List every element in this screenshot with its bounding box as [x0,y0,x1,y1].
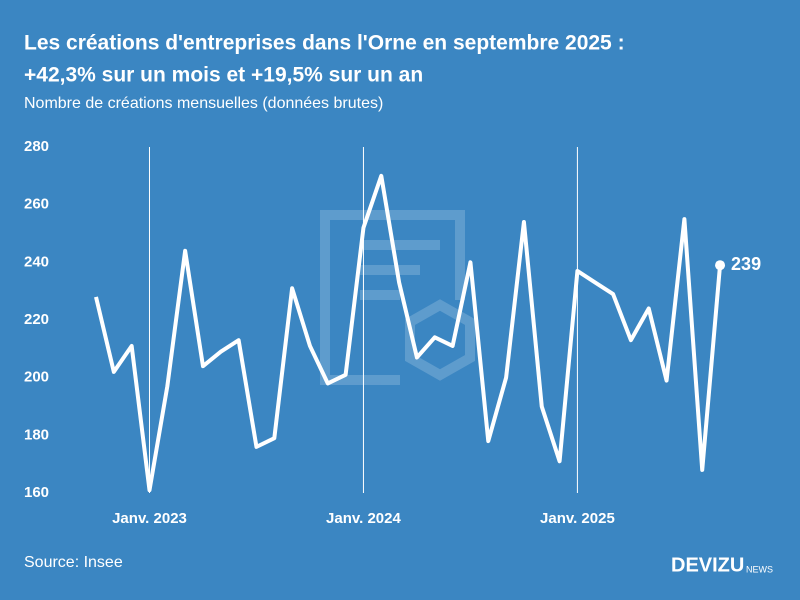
chart-subtitle: Nombre de créations mensuelles (données … [24,95,383,112]
y-tick-label: 280 [24,138,49,155]
chart-title: Les créations d'entreprises dans l'Orne … [24,32,625,55]
brand-suffix: NEWS [746,564,773,574]
source: Source: Insee [24,554,123,571]
x-tick-label: Janv. 2023 [112,510,187,527]
y-tick-label: 160 [24,484,49,501]
chart-title: +42,3% sur un mois et +19,5% sur un an [24,64,423,87]
y-tick-label: 200 [24,369,49,386]
x-tick-label: Janv. 2024 [326,510,401,527]
brand: DEVIZU [671,554,744,576]
x-tick-label: Janv. 2025 [540,510,615,527]
y-tick-label: 180 [24,426,49,443]
y-tick-label: 220 [24,311,49,328]
last-point [715,260,726,271]
data-label: 239 [731,254,761,274]
line [94,173,723,493]
y-tick-label: 240 [24,253,49,270]
y-tick-label: 260 [24,196,49,213]
